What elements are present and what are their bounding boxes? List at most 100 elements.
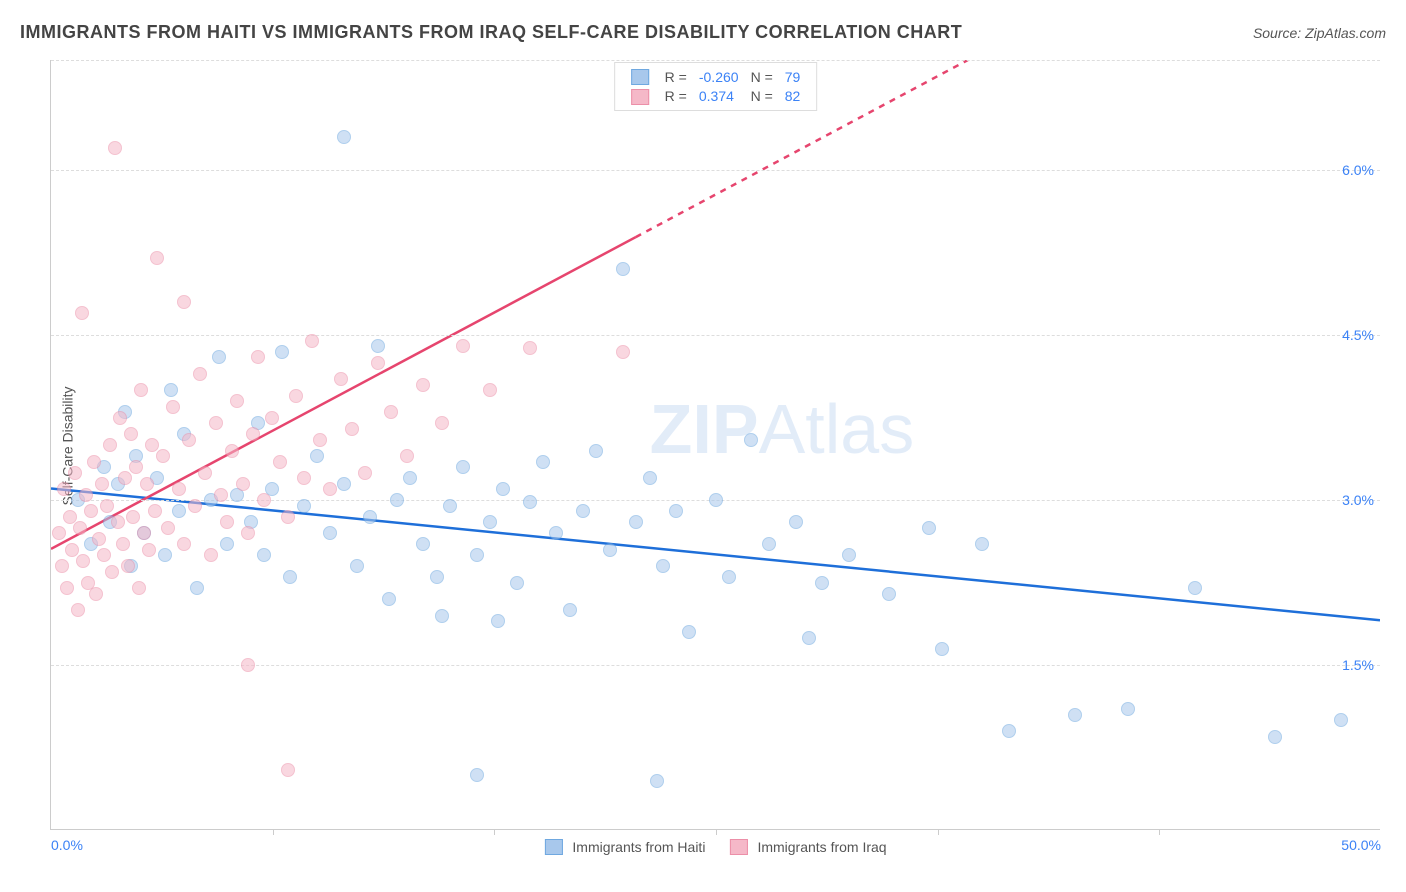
swatch-iraq	[631, 89, 649, 105]
data-point	[483, 383, 497, 397]
data-point	[76, 554, 90, 568]
data-point	[323, 482, 337, 496]
data-point	[220, 515, 234, 529]
data-point	[55, 559, 69, 573]
y-tick-label: 4.5%	[1342, 327, 1374, 343]
chart-title: IMMIGRANTS FROM HAITI VS IMMIGRANTS FROM…	[20, 22, 962, 43]
data-point	[156, 449, 170, 463]
data-point	[103, 438, 117, 452]
data-point	[815, 576, 829, 590]
data-point	[105, 565, 119, 579]
data-point	[975, 537, 989, 551]
gridline	[51, 335, 1380, 336]
data-point	[172, 504, 186, 518]
data-point	[313, 433, 327, 447]
data-point	[470, 768, 484, 782]
data-point	[384, 405, 398, 419]
data-point	[126, 510, 140, 524]
data-point	[251, 350, 265, 364]
data-point	[281, 510, 295, 524]
data-point	[722, 570, 736, 584]
data-point	[204, 548, 218, 562]
data-point	[802, 631, 816, 645]
data-point	[882, 587, 896, 601]
data-point	[334, 372, 348, 386]
data-point	[132, 581, 146, 595]
data-point	[129, 460, 143, 474]
data-point	[52, 526, 66, 540]
data-point	[589, 444, 603, 458]
data-point	[350, 559, 364, 573]
data-point	[744, 433, 758, 447]
data-point	[616, 262, 630, 276]
data-point	[182, 433, 196, 447]
x-tick-label: 0.0%	[51, 837, 83, 853]
title-bar: IMMIGRANTS FROM HAITI VS IMMIGRANTS FROM…	[20, 22, 1386, 43]
data-point	[92, 532, 106, 546]
data-point	[470, 548, 484, 562]
data-point	[177, 295, 191, 309]
data-point	[682, 625, 696, 639]
data-point	[1188, 581, 1202, 595]
data-point	[140, 477, 154, 491]
data-point	[89, 587, 103, 601]
gridline	[51, 170, 1380, 171]
legend-series: Immigrants from Haiti Immigrants from Ir…	[544, 839, 886, 855]
data-point	[188, 499, 202, 513]
data-point	[390, 493, 404, 507]
data-point	[212, 350, 226, 364]
data-point	[443, 499, 457, 513]
data-point	[363, 510, 377, 524]
data-point	[483, 515, 497, 529]
data-point	[283, 570, 297, 584]
data-point	[603, 543, 617, 557]
data-point	[629, 515, 643, 529]
data-point	[142, 543, 156, 557]
x-tick	[716, 829, 717, 835]
legend-row-haiti: R = -0.260 N = 79	[625, 67, 807, 86]
data-point	[71, 603, 85, 617]
data-point	[576, 504, 590, 518]
data-point	[435, 609, 449, 623]
y-tick-label: 6.0%	[1342, 162, 1374, 178]
data-point	[337, 477, 351, 491]
trend-lines	[51, 60, 1380, 829]
data-point	[491, 614, 505, 628]
data-point	[669, 504, 683, 518]
data-point	[220, 537, 234, 551]
data-point	[265, 411, 279, 425]
data-point	[190, 581, 204, 595]
swatch-haiti	[544, 839, 562, 855]
data-point	[158, 548, 172, 562]
x-tick	[938, 829, 939, 835]
data-point	[68, 466, 82, 480]
x-tick	[273, 829, 274, 835]
data-point	[709, 493, 723, 507]
y-tick-label: 3.0%	[1342, 492, 1374, 508]
data-point	[1268, 730, 1282, 744]
data-point	[310, 449, 324, 463]
data-point	[95, 477, 109, 491]
data-point	[523, 341, 537, 355]
data-point	[172, 482, 186, 496]
data-point	[842, 548, 856, 562]
x-tick	[1159, 829, 1160, 835]
legend-item-iraq: Immigrants from Iraq	[729, 839, 886, 855]
data-point	[435, 416, 449, 430]
data-point	[536, 455, 550, 469]
data-point	[403, 471, 417, 485]
data-point	[79, 488, 93, 502]
data-point	[100, 499, 114, 513]
data-point	[84, 504, 98, 518]
data-point	[656, 559, 670, 573]
data-point	[281, 763, 295, 777]
data-point	[549, 526, 563, 540]
data-point	[124, 427, 138, 441]
data-point	[113, 411, 127, 425]
data-point	[563, 603, 577, 617]
data-point	[137, 526, 151, 540]
swatch-haiti	[631, 69, 649, 85]
data-point	[97, 548, 111, 562]
data-point	[523, 495, 537, 509]
data-point	[246, 427, 260, 441]
